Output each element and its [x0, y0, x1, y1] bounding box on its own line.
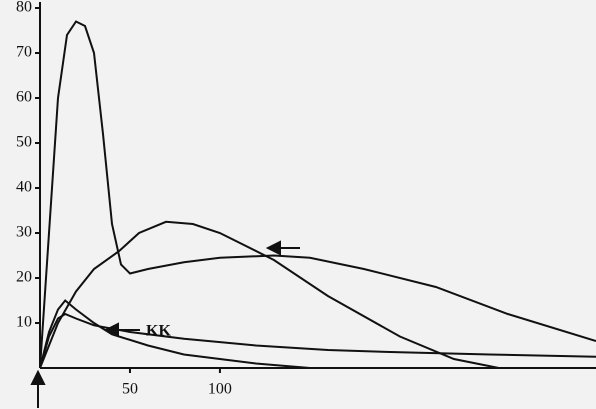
y-tick-label: 30	[16, 224, 32, 241]
arrow-head	[265, 240, 281, 256]
arrow-head	[30, 369, 46, 385]
curve	[39, 220, 499, 369]
y-tick-label: 10	[16, 314, 32, 331]
y-tick-label: 50	[16, 134, 32, 151]
curve	[39, 312, 596, 369]
y-tick-label: 70	[16, 44, 32, 61]
y-tick-label: 20	[16, 269, 32, 286]
y-tick-label: 60	[16, 89, 32, 106]
y-tick-label: 80	[16, 0, 32, 16]
y-tick-label: 40	[16, 179, 32, 196]
x-tick-label: 100	[208, 381, 232, 398]
x-tick-label: 50	[122, 381, 138, 398]
curve	[39, 20, 596, 369]
curve	[39, 299, 310, 369]
